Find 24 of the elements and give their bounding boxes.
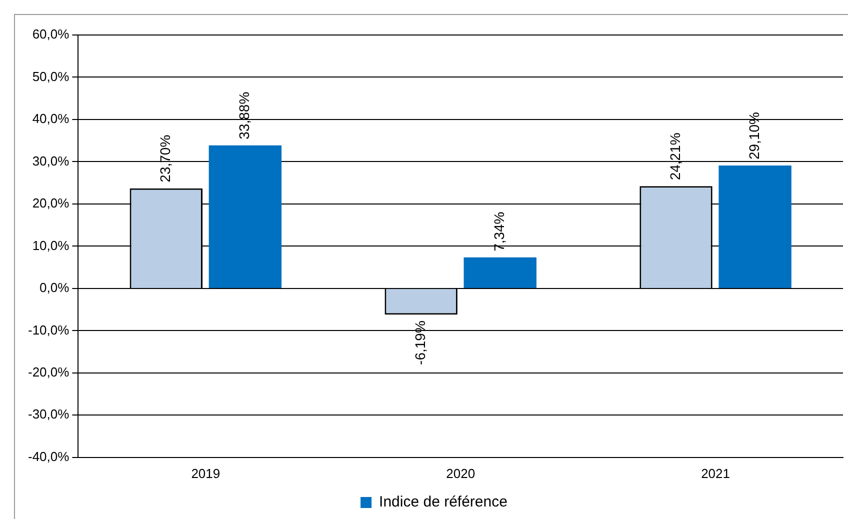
data-label: -6,19%	[412, 320, 428, 365]
bar	[208, 145, 282, 288]
bar	[464, 257, 536, 288]
y-tick-label: 30,0%	[32, 153, 70, 168]
data-label: 23,70%	[157, 134, 173, 182]
y-tick-label: -10,0%	[28, 322, 70, 338]
data-label: 29,10%	[746, 112, 762, 160]
legend-label: Indice de référence	[379, 494, 508, 511]
y-tick-label: 40,0%	[32, 111, 70, 126]
x-tick-label: 2019	[191, 466, 220, 481]
data-label: 33,88%	[236, 92, 252, 140]
y-tick-label: -20,0%	[28, 364, 70, 380]
data-label: 24,21%	[666, 132, 683, 180]
y-tick-label: -40,0%	[28, 448, 70, 464]
y-tick-label: -30,0%	[28, 406, 70, 422]
y-tick-label: 20,0%	[32, 196, 70, 211]
bar	[718, 166, 792, 288]
y-tick-label: 60,0%	[32, 26, 70, 42]
data-label: 7,34%	[490, 212, 507, 252]
x-tick-label: 2021	[701, 466, 730, 481]
y-tick-label: 10,0%	[32, 238, 70, 253]
y-tick-label: 0,0%	[40, 280, 70, 296]
x-tick-label: 2020	[446, 466, 476, 481]
y-tick-label: 50,0%	[32, 68, 70, 84]
